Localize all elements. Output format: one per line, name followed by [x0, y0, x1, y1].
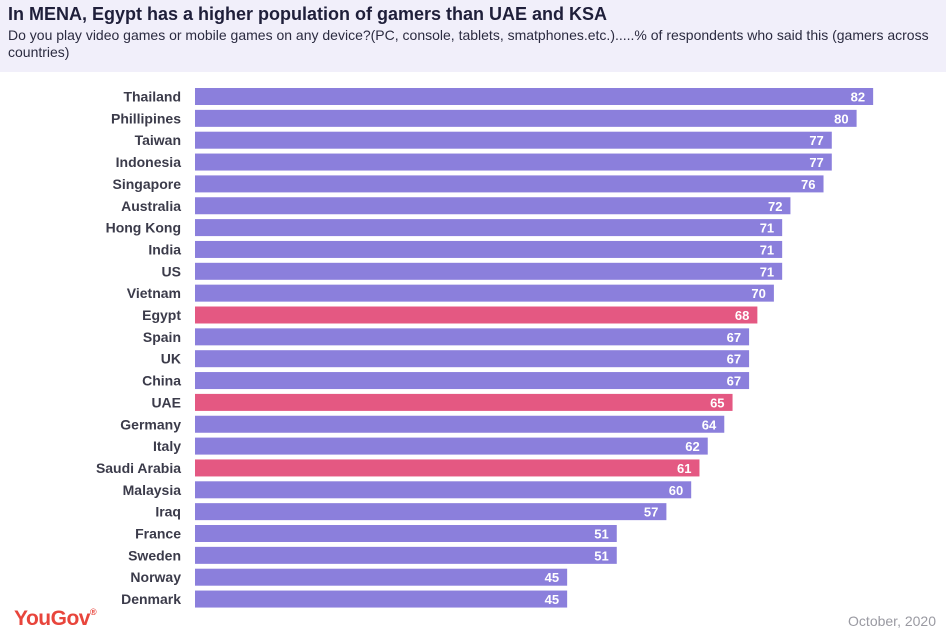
bar-australia	[195, 197, 791, 215]
bar-italy	[195, 437, 708, 455]
value-label-us: 71	[760, 264, 774, 279]
category-label-vietnam: Vietnam	[127, 285, 181, 301]
bar-chart: Thailand 82 Phillipines 80 Taiwan 77 Indonesia…	[96, 88, 874, 608]
category-label-thailand: Thailand	[123, 89, 181, 105]
value-label-malaysia: 60	[669, 483, 683, 498]
value-label-uae: 65	[710, 395, 724, 410]
value-label-vietnam: 70	[751, 286, 765, 301]
chart-subtitle: Do you play video games or mobile games …	[8, 27, 929, 60]
bar-hong-kong	[195, 219, 783, 237]
bar-india	[195, 240, 783, 258]
bar-uae	[195, 393, 733, 411]
value-label-france: 51	[594, 527, 608, 542]
value-label-thailand: 82	[851, 90, 865, 105]
category-label-spain: Spain	[143, 329, 181, 345]
brand-name: YouGov	[14, 607, 90, 630]
value-label-australia: 72	[768, 199, 782, 214]
value-label-italy: 62	[685, 439, 699, 454]
category-label-hong-kong: Hong Kong	[106, 220, 181, 236]
bar-phillipines	[195, 109, 857, 127]
bar-sweden	[195, 546, 617, 564]
value-label-saudi-arabia: 61	[677, 461, 691, 476]
category-label-phillipines: Phillipines	[111, 110, 181, 126]
category-label-sweden: Sweden	[128, 547, 181, 563]
category-label-uk: UK	[161, 351, 181, 367]
chart-header: In MENA, Egypt has a higher population o…	[0, 0, 946, 72]
value-label-phillipines: 80	[834, 111, 848, 126]
category-label-france: France	[135, 526, 181, 542]
bar-norway	[195, 568, 568, 586]
bar-denmark	[195, 590, 568, 608]
category-label-germany: Germany	[120, 416, 181, 432]
value-label-hong-kong: 71	[760, 221, 774, 236]
category-label-malaysia: Malaysia	[123, 482, 182, 498]
value-label-india: 71	[760, 242, 774, 257]
chart-date: October, 2020	[848, 613, 936, 629]
category-label-india: India	[148, 241, 181, 257]
bar-malaysia	[195, 481, 692, 499]
value-label-taiwan: 77	[809, 133, 823, 148]
bar-spain	[195, 328, 750, 346]
value-label-sweden: 51	[594, 548, 608, 563]
yougov-logo: YouGov®	[14, 607, 97, 631]
category-label-australia: Australia	[121, 198, 181, 214]
category-label-china: China	[142, 373, 181, 389]
category-label-us: US	[162, 263, 181, 279]
category-label-indonesia: Indonesia	[116, 154, 182, 170]
value-label-spain: 67	[727, 330, 741, 345]
bar-uk	[195, 350, 750, 368]
bar-taiwan	[195, 131, 832, 149]
bar-china	[195, 372, 750, 390]
category-label-singapore: Singapore	[113, 176, 182, 192]
bar-iraq	[195, 503, 667, 521]
value-label-china: 67	[727, 374, 741, 389]
value-label-egypt: 68	[735, 308, 749, 323]
category-label-italy: Italy	[153, 438, 181, 454]
chart-title: In MENA, Egypt has a higher population o…	[8, 4, 608, 24]
bar-saudi-arabia	[195, 459, 700, 477]
category-label-egypt: Egypt	[142, 307, 181, 323]
bar-egypt	[195, 306, 758, 324]
category-label-norway: Norway	[130, 569, 181, 585]
bar-indonesia	[195, 153, 832, 171]
bar-france	[195, 525, 617, 542]
value-label-iraq: 57	[644, 505, 658, 520]
bar-singapore	[195, 175, 824, 193]
bar-vietnam	[195, 284, 774, 302]
bar-us	[195, 262, 783, 280]
bar-thailand	[195, 88, 874, 105]
category-label-denmark: Denmark	[121, 591, 181, 607]
value-label-indonesia: 77	[809, 155, 823, 170]
value-label-norway: 45	[545, 570, 559, 585]
value-label-uk: 67	[727, 352, 741, 367]
category-label-taiwan: Taiwan	[135, 132, 181, 148]
value-label-singapore: 76	[801, 177, 815, 192]
value-label-germany: 64	[702, 417, 717, 432]
bar-germany	[195, 415, 725, 433]
value-label-denmark: 45	[545, 592, 559, 607]
category-label-iraq: Iraq	[155, 504, 181, 520]
category-label-saudi-arabia: Saudi Arabia	[96, 460, 181, 476]
brand-mark: ®	[89, 607, 97, 617]
category-label-uae: UAE	[151, 394, 181, 410]
